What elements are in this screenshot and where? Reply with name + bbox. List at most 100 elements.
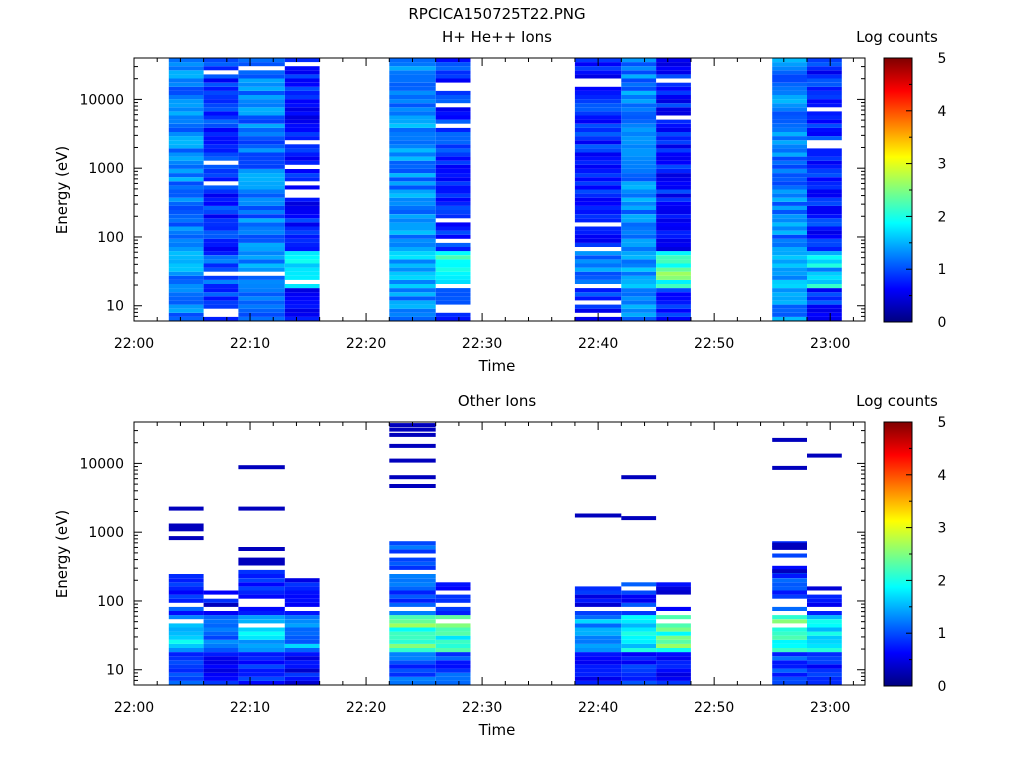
heatmap-cell bbox=[284, 242, 320, 247]
heatmap-cell bbox=[656, 66, 691, 71]
heatmap-cell bbox=[168, 267, 204, 272]
heatmap-cell bbox=[284, 292, 320, 297]
heatmap-cell bbox=[656, 173, 691, 178]
colorbar-tick-label: 2 bbox=[938, 573, 947, 589]
heatmap-cell bbox=[203, 66, 239, 71]
heatmap-cell bbox=[656, 70, 691, 75]
heatmap-cell bbox=[435, 648, 471, 653]
heatmap-cell bbox=[621, 271, 657, 276]
heatmap-line bbox=[574, 513, 622, 518]
heatmap-cell bbox=[435, 660, 471, 665]
panel-1-column-7 bbox=[574, 58, 622, 321]
heatmap-cell bbox=[168, 115, 204, 120]
panel-2-y-axis-label: Energy (eV) bbox=[53, 510, 71, 598]
heatmap-cell bbox=[389, 226, 436, 231]
heatmap-cell bbox=[284, 578, 320, 583]
heatmap-cell bbox=[574, 181, 622, 186]
heatmap-cell bbox=[807, 615, 842, 620]
heatmap-cell bbox=[203, 99, 239, 104]
heatmap-cell bbox=[203, 173, 239, 178]
heatmap-cell bbox=[656, 222, 691, 227]
heatmap-cell bbox=[168, 578, 204, 583]
heatmap-cell bbox=[772, 62, 807, 67]
heatmap-cell bbox=[772, 58, 807, 63]
heatmap-cell bbox=[203, 238, 239, 243]
heatmap-cell bbox=[435, 148, 471, 153]
heatmap-cell bbox=[389, 308, 436, 313]
heatmap-cell bbox=[772, 279, 807, 284]
heatmap-cell bbox=[435, 316, 471, 321]
heatmap-cell bbox=[656, 275, 691, 280]
heatmap-cell bbox=[435, 119, 471, 124]
heatmap-cell bbox=[284, 680, 320, 685]
heatmap-cell bbox=[772, 189, 807, 194]
heatmap-cell bbox=[168, 279, 204, 284]
heatmap-cell bbox=[621, 226, 657, 231]
heatmap-cell bbox=[389, 586, 436, 591]
heatmap-cell bbox=[389, 631, 436, 636]
heatmap-cell bbox=[621, 582, 657, 587]
heatmap-cell bbox=[284, 672, 320, 677]
heatmap-cell bbox=[168, 308, 204, 313]
heatmap-cell bbox=[772, 95, 807, 100]
heatmap-cell bbox=[238, 627, 285, 632]
heatmap-cell bbox=[807, 160, 842, 165]
heatmap-cell bbox=[772, 312, 807, 317]
heatmap-cell bbox=[168, 201, 204, 206]
heatmap-cell bbox=[772, 205, 807, 210]
panel-1-column-9 bbox=[656, 58, 691, 321]
heatmap-cell bbox=[621, 177, 657, 182]
heatmap-cell bbox=[238, 615, 285, 620]
panel-1-colorbar-label: Log counts bbox=[856, 28, 938, 46]
heatmap-cell bbox=[574, 664, 622, 669]
heatmap-cell bbox=[807, 279, 842, 284]
heatmap-cell bbox=[656, 672, 691, 677]
heatmap-cell bbox=[807, 234, 842, 239]
heatmap-cell bbox=[203, 107, 239, 112]
heatmap-cell bbox=[389, 664, 436, 669]
heatmap-cell bbox=[656, 201, 691, 206]
heatmap-cell bbox=[807, 66, 842, 71]
heatmap-cell bbox=[284, 304, 320, 309]
heatmap-cell bbox=[284, 586, 320, 591]
heatmap-cell bbox=[389, 111, 436, 116]
heatmap-cell bbox=[168, 288, 204, 293]
x-tick-label: 22:50 bbox=[694, 336, 734, 352]
heatmap-cell bbox=[284, 602, 320, 607]
heatmap-cell bbox=[389, 623, 436, 628]
heatmap-cell bbox=[168, 304, 204, 309]
heatmap-cell bbox=[284, 275, 320, 280]
heatmap-cell bbox=[621, 308, 657, 313]
heatmap-cell bbox=[656, 627, 691, 632]
heatmap-cell bbox=[574, 275, 622, 280]
heatmap-cell bbox=[435, 259, 471, 264]
heatmap-cell bbox=[656, 132, 691, 137]
heatmap-cell bbox=[772, 218, 807, 223]
heatmap-cell bbox=[238, 107, 285, 112]
heatmap-cell bbox=[284, 238, 320, 243]
x-tick-label: 22:10 bbox=[230, 336, 270, 352]
heatmap-cell bbox=[621, 136, 657, 141]
heatmap-cell bbox=[621, 251, 657, 256]
panel-2-column-3 bbox=[238, 465, 285, 685]
heatmap-cell bbox=[389, 251, 436, 256]
heatmap-cell bbox=[435, 242, 471, 247]
heatmap-cell bbox=[435, 136, 471, 141]
heatmap-cell bbox=[203, 292, 239, 297]
heatmap-line bbox=[168, 506, 204, 511]
heatmap-cell bbox=[621, 82, 657, 87]
heatmap-cell bbox=[284, 148, 320, 153]
heatmap-cell bbox=[807, 631, 842, 636]
colorbar-tick-label: 1 bbox=[938, 626, 947, 642]
figure-title: RPCICA150725T22.PNG bbox=[408, 5, 585, 23]
heatmap-cell bbox=[807, 78, 842, 83]
heatmap-cell bbox=[621, 148, 657, 153]
heatmap-cell bbox=[807, 242, 842, 247]
heatmap-cell bbox=[772, 152, 807, 157]
heatmap-cell bbox=[435, 173, 471, 178]
heatmap-cell bbox=[389, 668, 436, 673]
heatmap-line bbox=[807, 453, 842, 458]
heatmap-cell bbox=[435, 205, 471, 210]
x-tick-label: 22:50 bbox=[694, 700, 734, 716]
heatmap-cell bbox=[389, 119, 436, 124]
